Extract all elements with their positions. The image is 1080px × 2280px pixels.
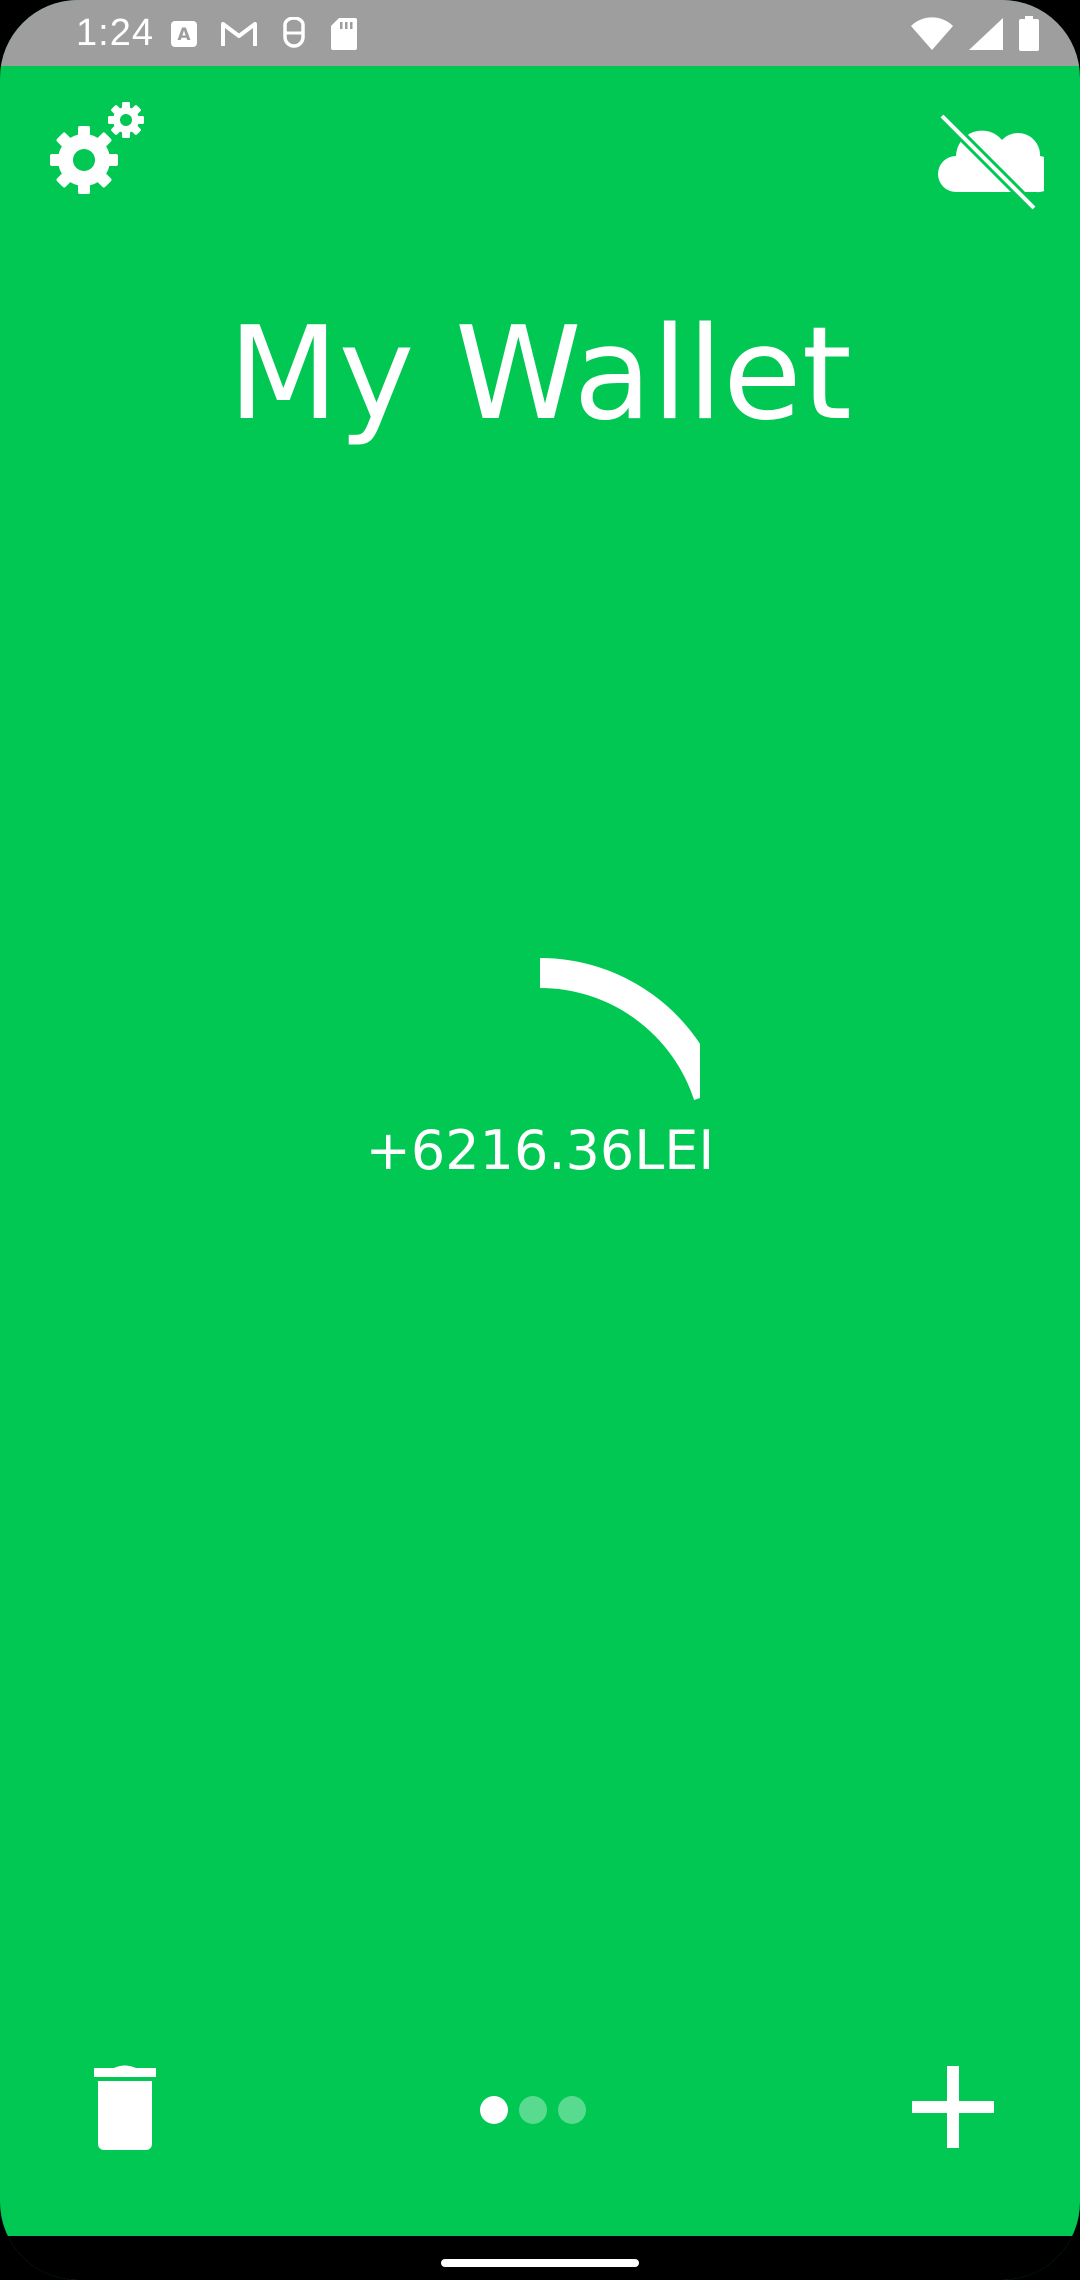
page-dot-2[interactable] bbox=[519, 2096, 547, 2124]
balance-amount: +6216.36LEI bbox=[365, 1119, 715, 1182]
status-system-icons bbox=[910, 14, 1040, 54]
home-indicator[interactable] bbox=[441, 2259, 639, 2267]
svg-text:A: A bbox=[177, 25, 191, 45]
page-title: My Wallet bbox=[228, 300, 852, 449]
page-dot-3[interactable] bbox=[558, 2096, 586, 2124]
signal-icon bbox=[968, 17, 1004, 51]
gmail-icon bbox=[220, 20, 258, 48]
page-dot-1[interactable] bbox=[480, 2096, 508, 2124]
status-notification-icons: A bbox=[170, 14, 358, 54]
status-bar: 1:24 A bbox=[0, 0, 1080, 66]
plus-icon[interactable] bbox=[910, 2064, 996, 2150]
balance-progress-arc bbox=[380, 890, 723, 1210]
status-time: 1:24 bbox=[76, 12, 154, 54]
sd-card-icon bbox=[330, 17, 358, 51]
navigation-bar bbox=[0, 2236, 1080, 2280]
font-a-icon: A bbox=[170, 20, 198, 48]
wifi-icon bbox=[910, 17, 954, 51]
vpn-key-icon bbox=[280, 17, 308, 51]
settings-gears-icon[interactable] bbox=[42, 98, 152, 208]
cloud-off-icon[interactable] bbox=[934, 112, 1057, 212]
trash-icon[interactable] bbox=[92, 2064, 158, 2150]
battery-icon bbox=[1018, 16, 1040, 52]
page-indicator bbox=[480, 2096, 586, 2124]
